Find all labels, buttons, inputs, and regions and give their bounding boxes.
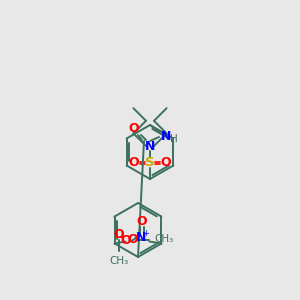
Text: O: O (120, 234, 131, 247)
Text: O: O (127, 233, 138, 246)
Text: S: S (145, 157, 155, 169)
Text: O: O (129, 157, 139, 169)
Text: H: H (170, 134, 178, 144)
Text: N: N (145, 140, 155, 152)
Text: −: − (115, 232, 124, 242)
Text: CH₃: CH₃ (154, 235, 174, 244)
Text: +: + (142, 229, 149, 238)
Text: N: N (161, 130, 171, 143)
Text: CH₃: CH₃ (109, 256, 128, 266)
Text: O: O (161, 157, 171, 169)
Text: N: N (136, 231, 147, 244)
Text: O: O (113, 228, 124, 241)
Text: O: O (136, 215, 147, 228)
Text: O: O (129, 122, 139, 136)
